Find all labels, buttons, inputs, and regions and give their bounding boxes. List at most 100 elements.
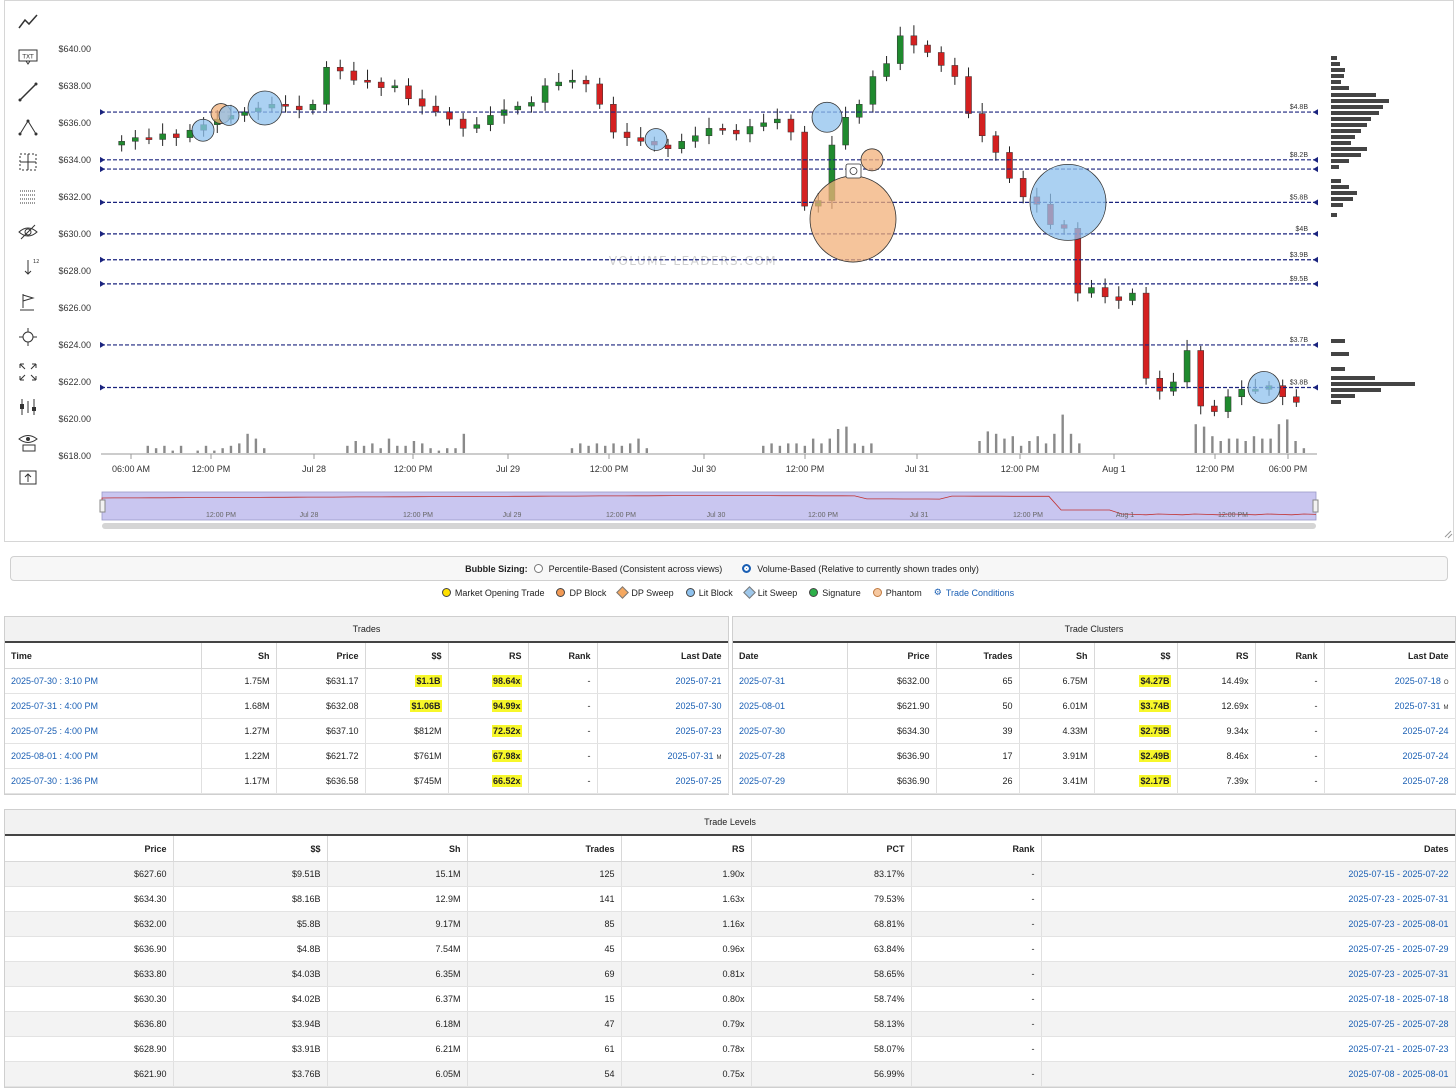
flag-tool-button[interactable]: [13, 287, 43, 317]
col-sh[interactable]: Sh: [327, 836, 468, 862]
legend-signature[interactable]: Signature: [809, 587, 861, 598]
col-rank[interactable]: Rank: [911, 836, 1042, 862]
level-dates[interactable]: 2025-07-15 - 2025-07-22: [1041, 861, 1456, 887]
cluster-date[interactable]: 2025-07-31: [733, 668, 848, 694]
col-dates[interactable]: Dates: [1041, 836, 1456, 862]
cluster-date[interactable]: 2025-07-28: [733, 743, 848, 769]
level-row[interactable]: $627.60 $9.51B 15.1M 125 1.90x 83.17% - 2025-07…: [5, 861, 1456, 887]
trade-last-date[interactable]: 2025-07-23: [597, 718, 729, 744]
cluster-row[interactable]: 2025-08-01 $621.90 50 6.01M $3.74B 12.69x -202…: [733, 693, 1456, 719]
volume-based-label[interactable]: Volume-Based (Relative to currently show…: [757, 563, 979, 574]
cluster-date[interactable]: 2025-07-29: [733, 768, 848, 794]
navigator-right-handle[interactable]: [1312, 499, 1319, 513]
col-sh[interactable]: Sh: [1019, 643, 1095, 669]
indicators-button[interactable]: [13, 392, 43, 422]
cluster-row[interactable]: 2025-07-31 $632.00 65 6.75M $4.27B 14.49x -202…: [733, 668, 1456, 694]
level-row[interactable]: $636.80 $3.94B 6.18M 47 0.79x 58.13% - 2025-07-…: [5, 1011, 1456, 1037]
trade-time[interactable]: 2025-07-25 : 4:00 PM: [5, 718, 202, 744]
col-last-date[interactable]: Last Date: [1324, 643, 1456, 669]
cluster-row[interactable]: 2025-07-28 $636.90 17 3.91M $2.49B 8.46x - 2025…: [733, 743, 1456, 769]
cluster-date[interactable]: 2025-07-30: [733, 718, 848, 744]
trade-time[interactable]: 2025-07-31 : 4:00 PM: [5, 693, 202, 719]
col-trades[interactable]: Trades: [936, 643, 1020, 669]
trade-last-date[interactable]: 2025-07-30: [597, 693, 729, 719]
legend-phantom[interactable]: Phantom: [872, 587, 922, 598]
legend-dp-block[interactable]: DP Block: [556, 587, 606, 598]
trade-row[interactable]: 2025-08-01 : 4:00 PM 1.22M $621.72 $761M 67.…: [5, 743, 729, 769]
legend-market-opening[interactable]: Market Opening Trade: [441, 587, 544, 598]
level-dates[interactable]: 2025-07-25 - 2025-07-28: [1041, 1011, 1456, 1037]
trade-time[interactable]: 2025-07-30 : 1:36 PM: [5, 768, 202, 794]
trade-row[interactable]: 2025-07-30 : 3:10 PM 1.75M $631.17 $1.1B 98.…: [5, 668, 729, 694]
cluster-row[interactable]: 2025-07-30 $634.30 39 4.33M $2.75B 9.34x - 2025…: [733, 718, 1456, 744]
navigator-left-handle[interactable]: [99, 499, 106, 513]
col-trades[interactable]: Trades: [467, 836, 622, 862]
export-button[interactable]: [13, 462, 43, 492]
col-sh[interactable]: Sh: [201, 643, 277, 669]
level-dates[interactable]: 2025-07-23 - 2025-07-31: [1041, 886, 1456, 912]
visibility-button[interactable]: [13, 427, 43, 457]
trade-time[interactable]: 2025-08-01 : 4:00 PM: [5, 743, 202, 769]
col-rank[interactable]: Rank: [1255, 643, 1325, 669]
col-time[interactable]: Time: [5, 643, 202, 669]
price-chart[interactable]: $640.00 $638.00 $636.00 $634.00 $632.00 $630.…: [5, 1, 1453, 541]
hide-drawings-button[interactable]: [13, 217, 43, 247]
legend-lit-block[interactable]: Lit Block: [685, 587, 733, 598]
level-row[interactable]: $633.80 $4.03B 6.35M 69 0.81x 58.65% - 2025-07-…: [5, 961, 1456, 987]
col-pct[interactable]: PCT: [751, 836, 912, 862]
col-price[interactable]: Price: [5, 836, 174, 862]
cluster-last-date[interactable]: 2025-07-31 M: [1324, 693, 1456, 719]
legend-lit-sweep[interactable]: Lit Sweep: [742, 586, 797, 599]
trade-row[interactable]: 2025-07-30 : 1:36 PM 1.17M $636.58 $745M 66.…: [5, 768, 729, 794]
measure-tool-button[interactable]: 123: [13, 252, 43, 282]
fib-tool-button[interactable]: [13, 182, 43, 212]
percentile-label[interactable]: Percentile-Based (Consistent across view…: [548, 563, 723, 574]
col-date[interactable]: Date: [733, 643, 848, 669]
col-dollars[interactable]: $$: [173, 836, 328, 862]
volume-based-radio[interactable]: [742, 564, 752, 573]
level-dates[interactable]: 2025-07-21 - 2025-07-23: [1041, 1036, 1456, 1062]
col-dollars[interactable]: $$: [1094, 643, 1178, 669]
pattern-tool-button[interactable]: [13, 112, 43, 142]
zoom-tool-button[interactable]: [13, 322, 43, 352]
level-dates[interactable]: 2025-07-25 - 2025-07-29: [1041, 936, 1456, 962]
trade-last-date[interactable]: 2025-07-21: [597, 668, 729, 694]
col-dollars[interactable]: $$: [365, 643, 449, 669]
col-rank[interactable]: Rank: [528, 643, 598, 669]
line-tool-button[interactable]: [13, 77, 43, 107]
col-price[interactable]: Price: [276, 643, 366, 669]
level-row[interactable]: $621.90 $3.76B 6.05M 54 0.75x 56.99% - 2025-07-…: [5, 1061, 1456, 1087]
col-rs[interactable]: RS: [448, 643, 529, 669]
crosshair-tool-button[interactable]: [13, 147, 43, 177]
trade-row[interactable]: 2025-07-25 : 4:00 PM 1.27M $637.10 $812M 72.…: [5, 718, 729, 744]
trade-last-date[interactable]: 2025-07-25: [597, 768, 729, 794]
col-rs[interactable]: RS: [1177, 643, 1256, 669]
level-dates[interactable]: 2025-07-18 - 2025-07-18: [1041, 986, 1456, 1012]
cluster-row[interactable]: 2025-07-29 $636.90 26 3.41M $2.17B 7.39x - 2025…: [733, 768, 1456, 794]
navigator-scrollbar[interactable]: [102, 523, 1316, 529]
cluster-last-date[interactable]: 2025-07-18 O: [1324, 668, 1456, 694]
text-tool-button[interactable]: TXT: [13, 42, 43, 72]
trade-row[interactable]: 2025-07-31 : 4:00 PM 1.68M $632.08 $1.06B 94…: [5, 693, 729, 719]
level-row[interactable]: $632.00 $5.8B 9.17M 85 1.16x 68.81% - 2025-07-2…: [5, 911, 1456, 937]
cluster-last-date[interactable]: 2025-07-24: [1324, 718, 1456, 744]
level-row[interactable]: $634.30 $8.16B 12.9M 141 1.63x 79.53% - 2025-07…: [5, 886, 1456, 912]
level-dates[interactable]: 2025-07-08 - 2025-08-01: [1041, 1061, 1456, 1087]
col-price[interactable]: Price: [847, 643, 937, 669]
level-row[interactable]: $636.90 $4.8B 7.54M 45 0.96x 63.84% - 2025-07-2…: [5, 936, 1456, 962]
legend-dp-sweep[interactable]: DP Sweep: [616, 586, 674, 599]
trade-last-date[interactable]: 2025-07-31 M: [597, 743, 729, 769]
level-dates[interactable]: 2025-07-23 - 2025-08-01: [1041, 911, 1456, 937]
level-row[interactable]: $630.30 $4.02B 6.37M 15 0.80x 58.74% - 2025-07-…: [5, 986, 1456, 1012]
percentile-radio[interactable]: [533, 564, 543, 573]
cluster-last-date[interactable]: 2025-07-24: [1324, 743, 1456, 769]
col-rs[interactable]: RS: [621, 836, 752, 862]
trend-tool-button[interactable]: [13, 7, 43, 37]
col-last-date[interactable]: Last Date: [597, 643, 729, 669]
level-row[interactable]: $628.90 $3.91B 6.21M 61 0.78x 58.07% - 2025-07-…: [5, 1036, 1456, 1062]
fullscreen-button[interactable]: [13, 357, 43, 387]
cluster-date[interactable]: 2025-08-01: [733, 693, 848, 719]
level-dates[interactable]: 2025-07-23 - 2025-07-31: [1041, 961, 1456, 987]
trade-conditions-link[interactable]: ⚙ Trade Conditions: [934, 587, 1014, 598]
cluster-last-date[interactable]: 2025-07-28: [1324, 768, 1456, 794]
